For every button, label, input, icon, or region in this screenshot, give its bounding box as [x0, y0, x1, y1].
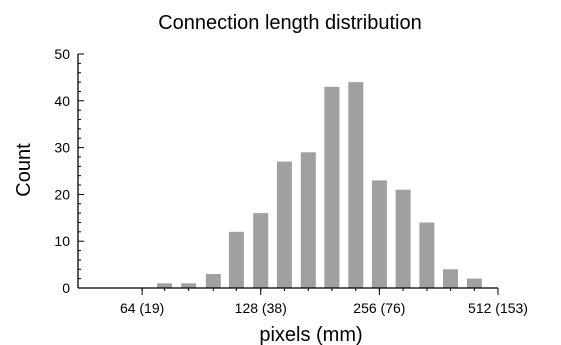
bars-group [157, 82, 482, 288]
y-axis-label: Count [13, 143, 35, 197]
chart-title: Connection length distribution [158, 12, 422, 34]
bar-14 [466, 278, 482, 288]
x-tick-label: 256 (76) [353, 300, 405, 316]
x-tick-label: 64 (19) [120, 300, 164, 316]
bar-4 [228, 231, 244, 288]
bar-12 [419, 222, 435, 288]
y-tick-label: 40 [54, 93, 70, 109]
x-tick-label: 512 (153) [468, 300, 528, 316]
bar-10 [371, 180, 387, 288]
y-tick-label: 20 [54, 186, 70, 202]
x-tick-label: 128 (38) [235, 300, 287, 316]
bar-7 [300, 152, 316, 288]
bar-3 [205, 274, 221, 288]
bar-11 [395, 189, 411, 288]
axes-group: 0 10 20 30 40 50 64 (19) 128 (38) 256 (76) 512 (1… [54, 46, 528, 316]
bar-6 [276, 161, 292, 288]
bar-8 [324, 86, 340, 288]
x-axis-label: pixels (mm) [259, 324, 362, 345]
y-tick-label: 30 [54, 140, 70, 156]
bar-5 [253, 213, 269, 288]
bar-13 [443, 269, 458, 288]
y-tick-label: 50 [54, 46, 70, 62]
bar-2 [181, 283, 197, 288]
bar-9 [348, 82, 364, 288]
y-tick-label: 10 [54, 233, 70, 249]
y-tick-label: 0 [62, 280, 70, 296]
bar-1 [157, 283, 173, 288]
